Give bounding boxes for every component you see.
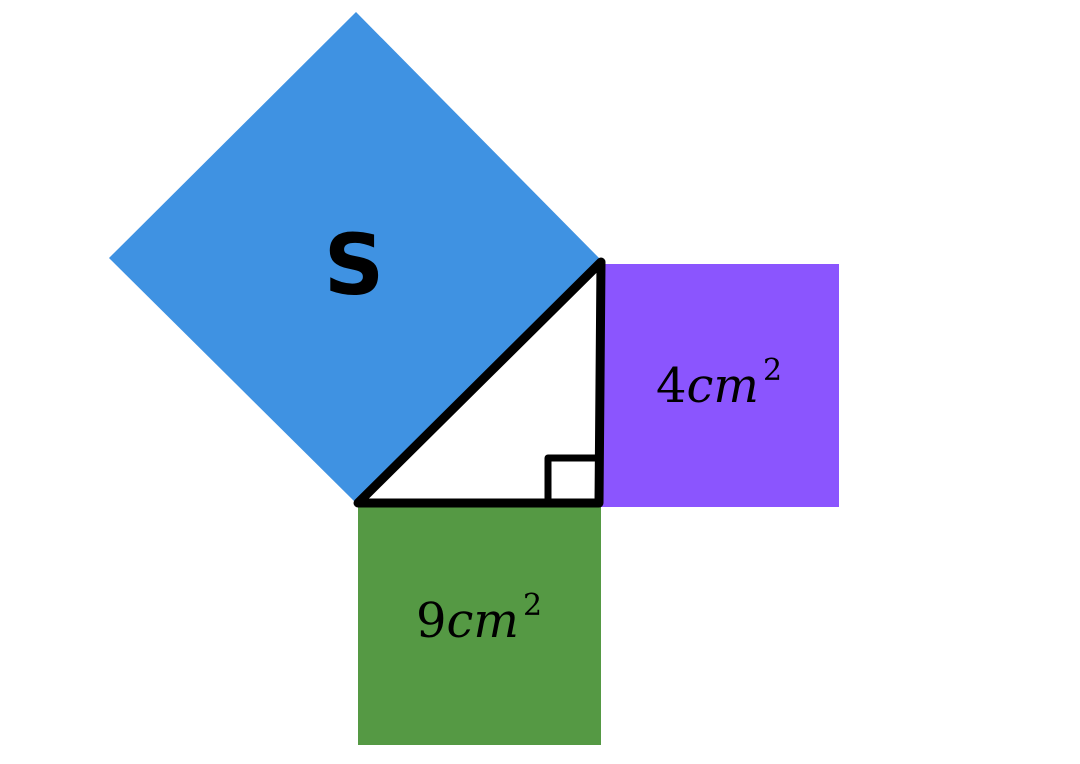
- horizontal-leg-area-label: 9cm 2: [416, 588, 542, 649]
- horizontal-leg-area-unit: cm: [447, 593, 519, 649]
- vertical-leg-area-value: 4: [656, 358, 687, 414]
- horizontal-leg-square: [358, 503, 601, 745]
- vertical-leg-area-unit: cm: [687, 358, 759, 414]
- right-triangle: [353, 257, 606, 508]
- hypotenuse-square-label: S: [324, 216, 385, 314]
- vertical-leg-area-label: 4cm 2: [656, 353, 782, 414]
- vertical-leg-square: [601, 264, 839, 507]
- right-angle-marker: [544, 454, 597, 501]
- vertical-leg-area-exponent: 2: [763, 353, 782, 388]
- horizontal-leg-area-exponent: 2: [523, 588, 542, 623]
- horizontal-leg-area-value: 9: [416, 593, 447, 649]
